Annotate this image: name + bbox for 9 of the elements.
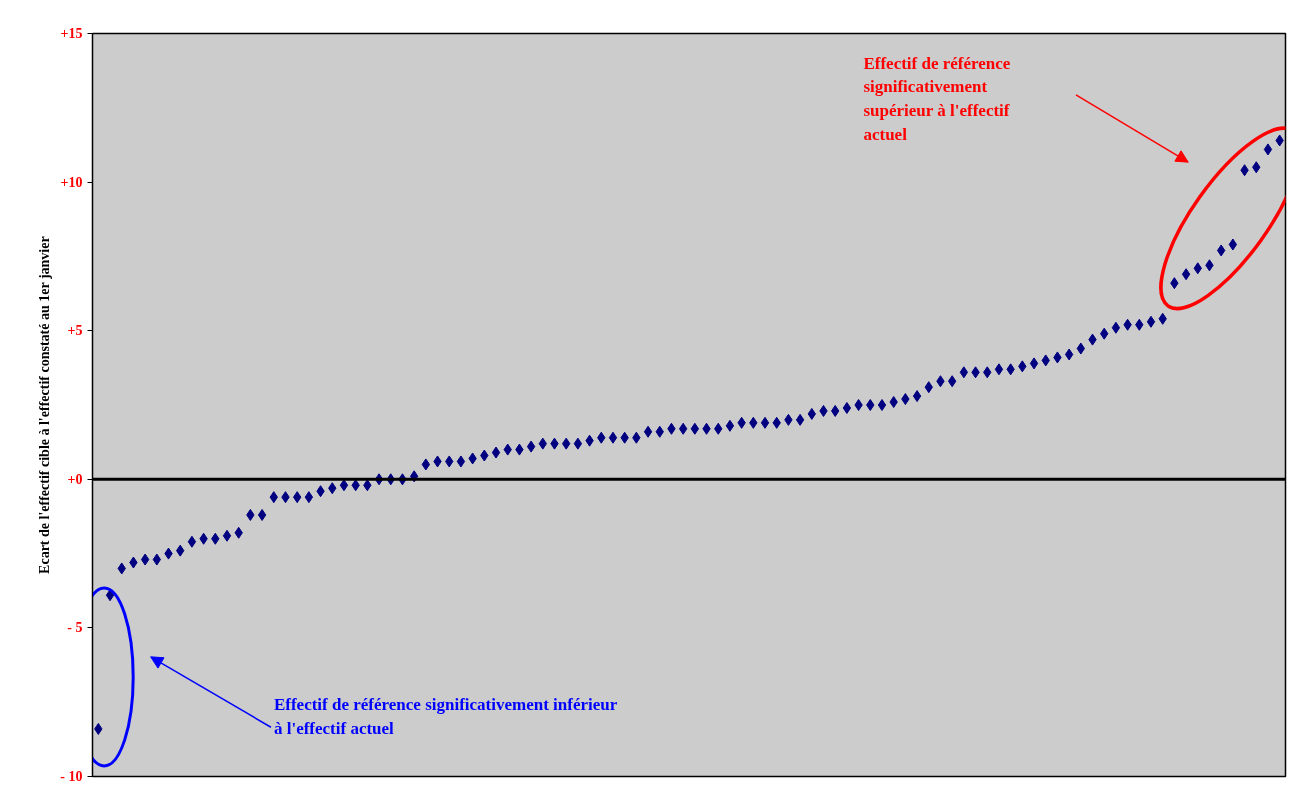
y-tick-label: - 10 [60, 769, 83, 784]
y-tick-label: +0 [67, 471, 83, 487]
y-tick-label: +5 [67, 323, 83, 339]
annotation: Effectif de référence significativement supérieur à l'effectif actuel [863, 53, 1011, 144]
y-axis-title: Ecart de l'effectif cible à l'effectif constaté au 1er janvier [37, 236, 53, 574]
annotation: Effectif de référence significativement inférieur à l'effectif actuel [273, 695, 618, 738]
y-tick-label: +15 [60, 26, 83, 41]
y-tick-label: +10 [60, 174, 83, 190]
y-tick-label: - 5 [67, 620, 83, 636]
